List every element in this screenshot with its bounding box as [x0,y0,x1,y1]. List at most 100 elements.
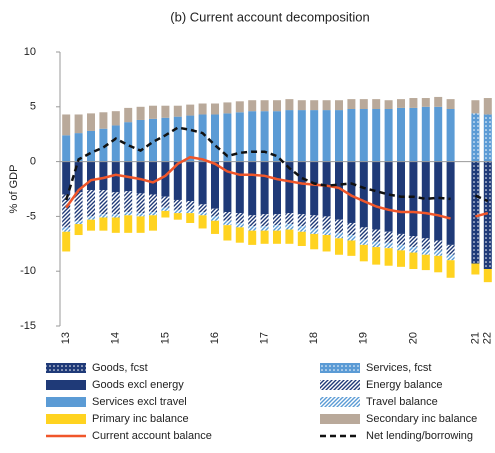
legend-label: Goods excl energy [92,379,184,391]
bar [124,107,133,123]
bar [136,213,145,217]
bar [421,249,430,255]
bar [149,105,157,119]
bar [186,161,195,202]
bar [310,100,319,111]
bar [335,100,343,111]
bar [273,230,281,244]
bar [384,242,393,249]
bar [322,216,331,230]
bar [434,161,443,241]
bar [297,231,306,246]
bar [397,250,405,267]
bar [310,110,319,162]
legend-marker [46,380,86,390]
x-tick-label: 22 [482,332,494,344]
y-axis-label: % of GDP [8,165,20,214]
bar [74,192,83,221]
bar [111,214,120,218]
bar [483,114,492,162]
bar [211,103,219,115]
bar [421,238,430,250]
bar [186,104,195,116]
bar [297,110,306,162]
x-tick-label: 14 [110,332,122,344]
bar [223,102,232,114]
bar [421,254,430,271]
bar [446,161,455,245]
bar [211,114,219,162]
bar [136,193,145,214]
bar [260,161,269,215]
bar [397,107,405,162]
legend-marker [46,363,86,373]
legend-label: Services excl travel [92,396,187,408]
bar [446,99,455,109]
bar [173,116,182,162]
bar [161,196,170,208]
bar [347,161,356,223]
bar [409,161,418,237]
bar [372,99,381,109]
bar [248,215,257,227]
bar [149,194,157,213]
bar [347,235,356,241]
legend-marker [46,414,86,424]
y-tick-label: 10 [24,46,36,58]
bar [372,247,381,265]
bar [273,100,281,112]
bar [310,228,319,234]
bar [161,207,170,211]
bar [248,230,257,245]
bar [87,130,95,162]
bar [260,226,269,231]
bar [397,233,405,245]
bar [136,119,145,162]
legend-label: Services, fcst [366,362,431,374]
bar [87,190,95,217]
bar [161,161,170,197]
bar [198,103,207,115]
bar [198,114,207,162]
bar [87,161,95,191]
bar [211,208,219,217]
bar [235,222,244,228]
bar [347,222,356,236]
bar [223,212,232,221]
x-tick-label: 17 [259,332,271,344]
bar [223,161,232,213]
bar [285,213,294,225]
bar [285,99,294,111]
bar [273,161,281,215]
bar [260,214,269,227]
bar [260,111,269,162]
legend-label: Current account balance [92,430,212,442]
bar [235,112,244,162]
bar [483,269,492,283]
bar [173,209,182,214]
legend-label: Net lending/borrowing [366,430,473,442]
bar [223,113,232,162]
bar [74,220,83,225]
bar [124,122,133,162]
bar [434,250,443,256]
x-tick-label: 13 [60,332,72,344]
bar [409,236,418,248]
bar [186,201,195,210]
bar [260,230,269,244]
bar [322,161,331,217]
bar [471,161,480,264]
bar [335,161,343,220]
bar [111,125,120,162]
bar [74,224,83,236]
bar [99,190,108,215]
bar [359,161,368,228]
bar [235,161,244,214]
bar [409,247,418,253]
bar [483,161,492,270]
bar [384,108,393,162]
bar [310,161,319,216]
bar [384,231,393,243]
bar [111,161,120,193]
